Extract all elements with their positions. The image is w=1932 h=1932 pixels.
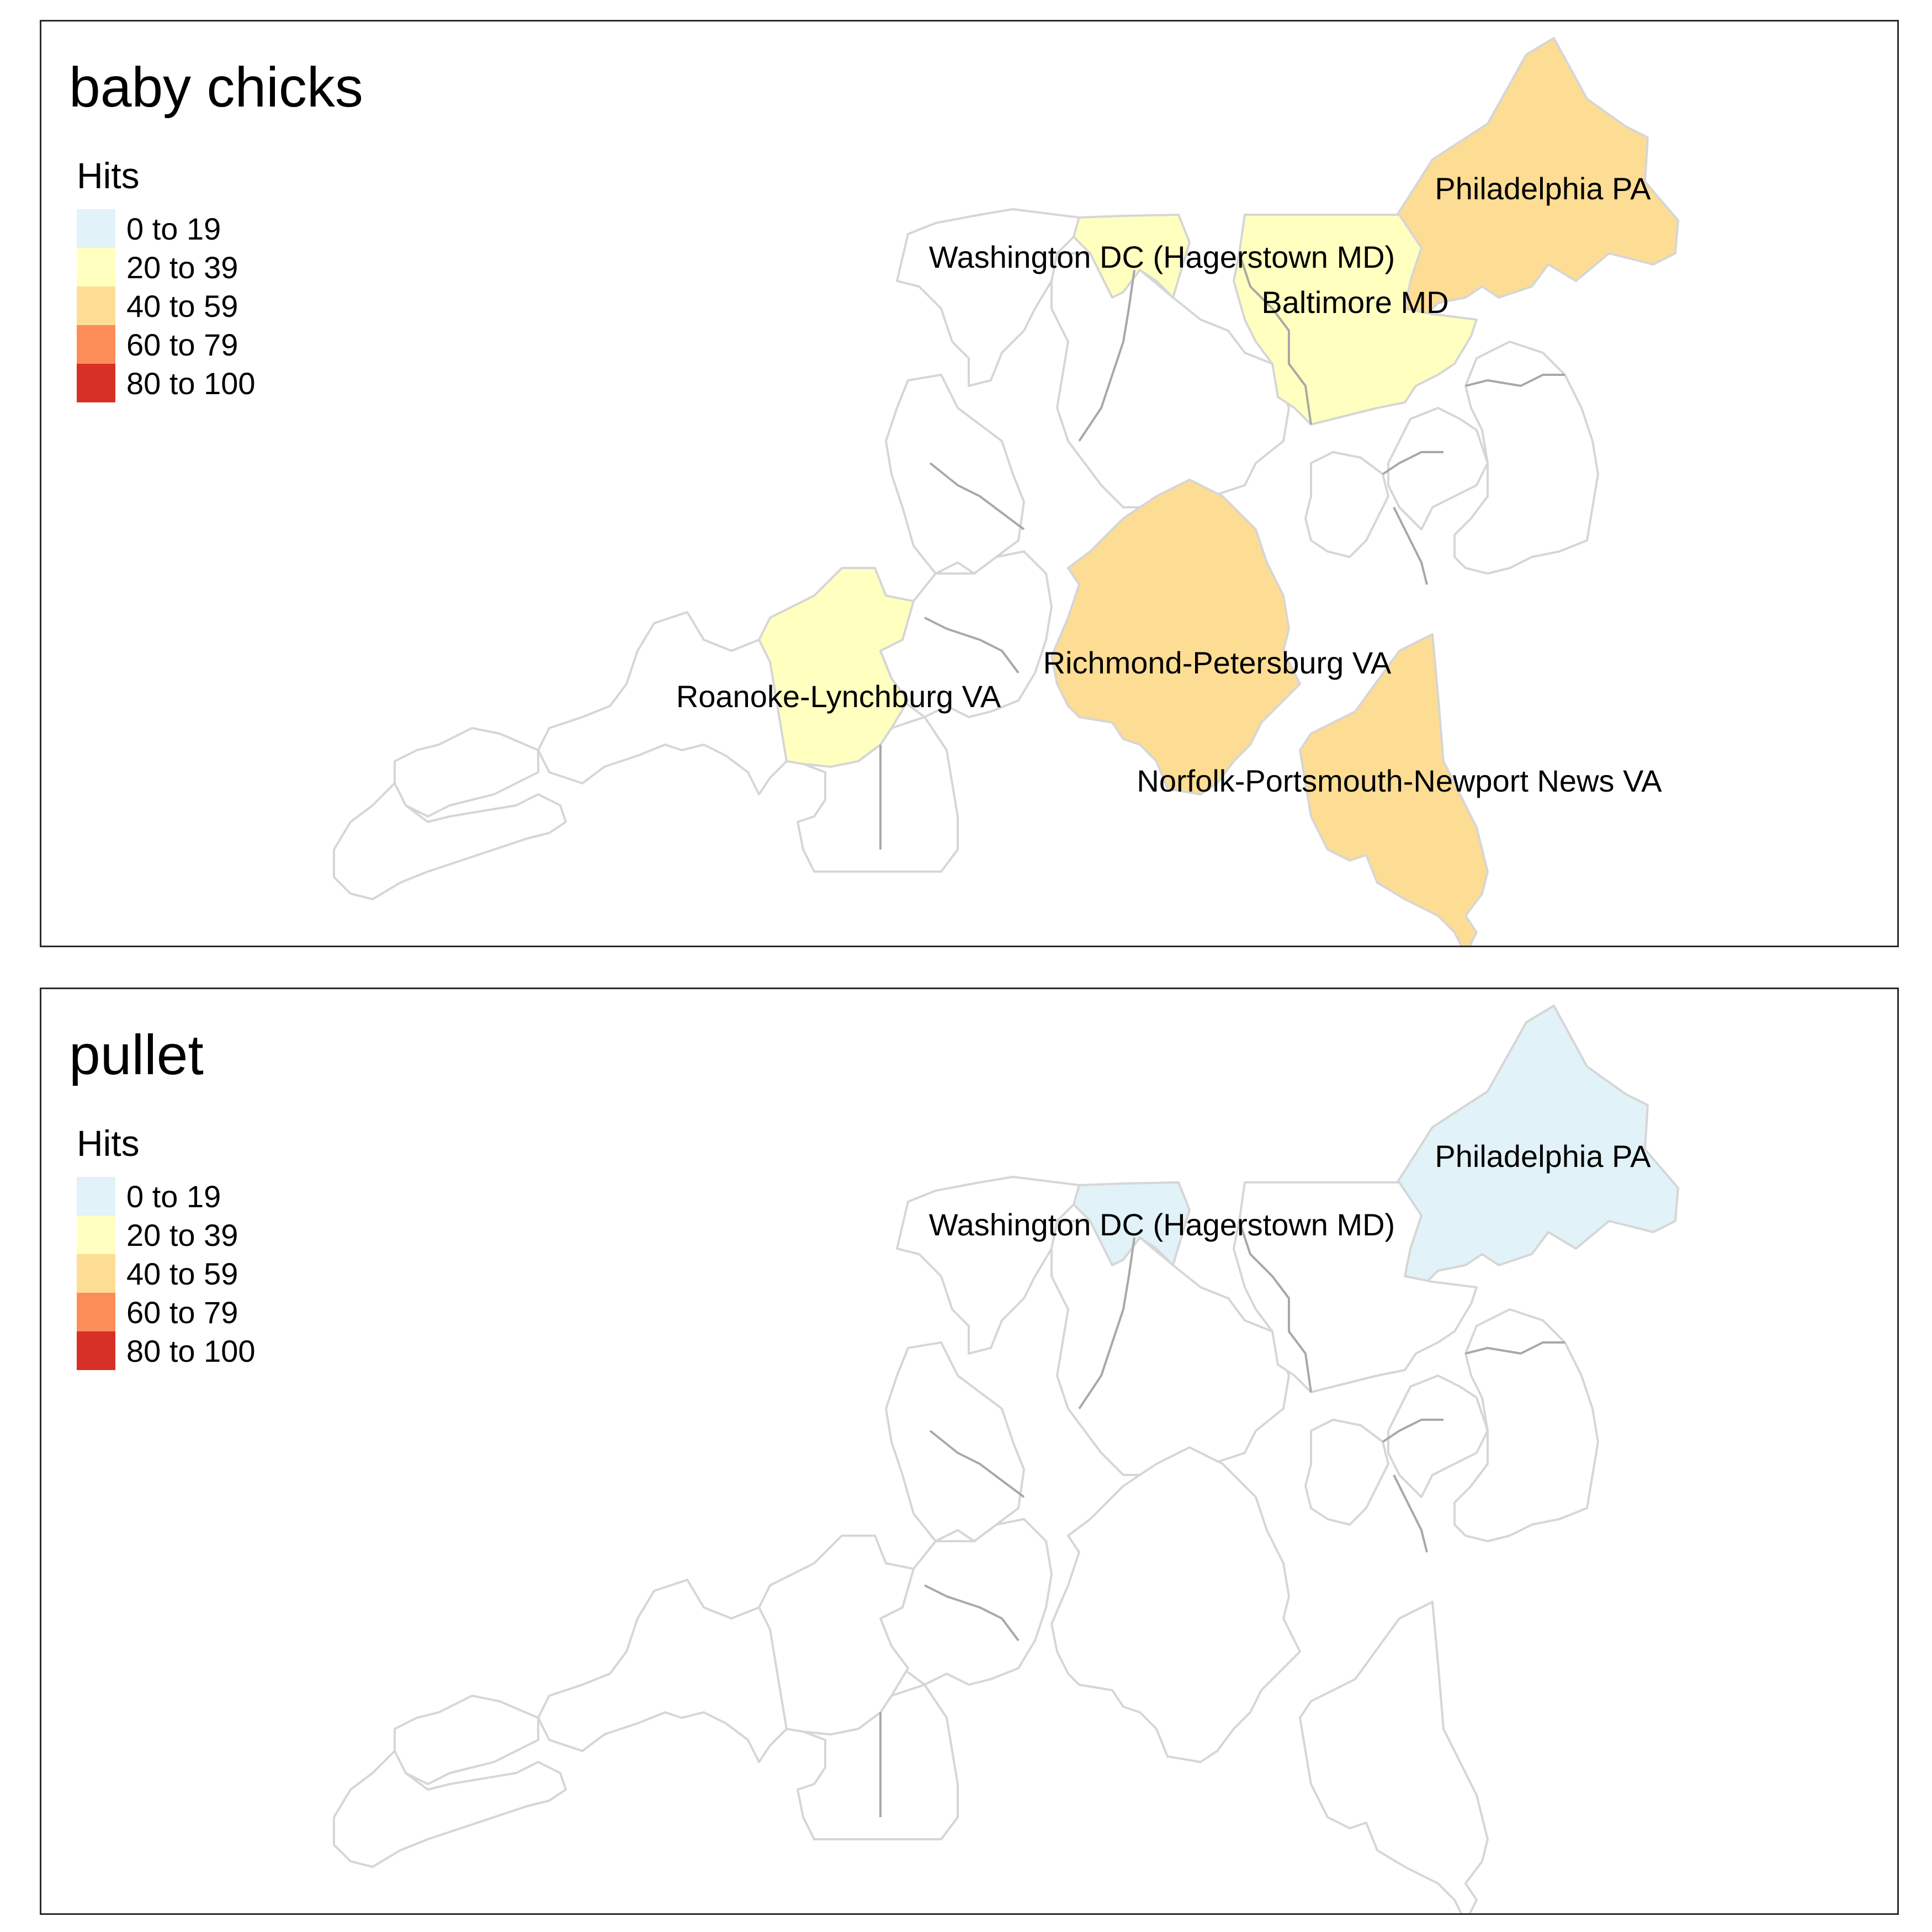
map-panel-baby-chicks: Philadelphia PA Washington DC (Hagerstown… [40, 20, 1899, 947]
legend-swatch [77, 364, 115, 402]
legend-swatch [77, 1177, 115, 1216]
map-region-washington-dc-hagerstown-md [1073, 214, 1191, 299]
map-region-richmond-petersburg-va [1050, 479, 1301, 795]
legend: Hits 0 to 19 20 to 39 40 to 59 60 to 79 … [76, 155, 256, 402]
map-region-norfolk-portsmouth-newport-news-va [1299, 1601, 1489, 1913]
map-region-roanoke-lynchburg-va [758, 567, 915, 768]
panel-title: pullet [69, 1023, 204, 1086]
state-boundary [1078, 1237, 1135, 1410]
legend-swatch [77, 1293, 115, 1331]
legend-label: 20 to 39 [126, 1218, 238, 1252]
state-boundary [1465, 1341, 1565, 1355]
legend-item: 40 to 59 [76, 1254, 238, 1293]
state-boundary [929, 462, 1025, 530]
state-boundary [1238, 1220, 1312, 1393]
map-region [896, 208, 1080, 387]
map-region [1453, 1308, 1599, 1542]
state-boundary [1078, 269, 1135, 442]
map-region [1304, 451, 1389, 558]
state-boundary [1382, 1419, 1443, 1443]
legend-swatch [77, 286, 115, 325]
legend-label: 0 to 19 [126, 1179, 221, 1214]
map-region [333, 1750, 567, 1868]
legend-swatch [77, 325, 115, 364]
legend-swatch [77, 1331, 115, 1370]
legend-title: Hits [77, 155, 140, 196]
state-boundary [1465, 374, 1565, 387]
map-region [537, 611, 810, 795]
region-label: Roanoke-Lynchburg VA [676, 679, 1001, 714]
map-region [1304, 1419, 1389, 1526]
legend-item: 80 to 100 [76, 1331, 256, 1370]
map-region [537, 1579, 810, 1763]
legend-swatch [77, 1216, 115, 1254]
legend-label: 40 to 59 [126, 289, 238, 323]
legend-item: 20 to 39 [76, 1216, 238, 1254]
region-label: Norfolk-Portsmouth-Newport News VA [1137, 763, 1662, 798]
state-boundary [1393, 507, 1428, 585]
region-label: Richmond-Petersburg VA [1043, 645, 1392, 680]
legend: Hits 0 to 19 20 to 39 40 to 59 60 to 79 … [76, 1123, 256, 1370]
map-region [885, 1341, 1025, 1542]
map-region-roanoke-lynchburg-va [758, 1535, 915, 1735]
map-region [394, 1695, 539, 1785]
legend-swatch [77, 1254, 115, 1293]
map-region [1050, 1220, 1290, 1476]
legend-item: 60 to 79 [76, 1293, 238, 1331]
map-region-richmond-petersburg-va [1050, 1446, 1301, 1763]
state-boundary [1238, 253, 1312, 425]
state-boundary [924, 617, 1020, 674]
legend-label: 40 to 59 [126, 1256, 238, 1291]
legend-label: 60 to 79 [126, 327, 238, 362]
region-label: Philadelphia PA [1435, 1139, 1651, 1174]
map-region [885, 374, 1025, 575]
map-region-washington-dc-hagerstown-md [1073, 1181, 1191, 1266]
legend-label: 0 to 19 [126, 211, 221, 246]
legend-label: 80 to 100 [126, 366, 256, 401]
map-region [333, 782, 567, 900]
legend-item: 80 to 100 [76, 364, 256, 402]
legend-swatch [77, 209, 115, 248]
region-label: Philadelphia PA [1435, 171, 1651, 206]
legend-swatch [77, 248, 115, 286]
choropleth-map: Philadelphia PA Washington DC (Hagerstown… [333, 37, 1679, 946]
legend-item: 0 to 19 [76, 1177, 221, 1216]
region-label: Washington DC (Hagerstown MD) [929, 1207, 1395, 1242]
state-boundary [1393, 1474, 1428, 1553]
map-region [1387, 407, 1489, 530]
map-region [394, 727, 539, 818]
map-region [1387, 1374, 1489, 1498]
map-region-norfolk-portsmouth-newport-news-va [1299, 633, 1489, 946]
legend-label: 20 to 39 [126, 250, 238, 285]
legend-item: 60 to 79 [76, 325, 238, 364]
state-boundary [929, 1430, 1025, 1498]
legend-item: 0 to 19 [76, 209, 221, 248]
map-panel-pullet: Philadelphia PA Washington DC (Hagerstown… [40, 988, 1899, 1915]
state-boundary [924, 1584, 1020, 1642]
legend-label: 60 to 79 [126, 1295, 238, 1330]
legend-label: 80 to 100 [126, 1334, 256, 1368]
legend-item: 20 to 39 [76, 248, 238, 286]
map-region [1050, 252, 1290, 508]
map-region [1453, 341, 1599, 575]
legend-title: Hits [77, 1123, 140, 1164]
state-boundary [1382, 451, 1443, 475]
map-region [896, 1176, 1080, 1355]
panel-title: baby chicks [69, 56, 363, 119]
legend-item: 40 to 59 [76, 286, 238, 325]
choropleth-map: Philadelphia PA Washington DC (Hagerstown… [333, 1005, 1679, 1913]
region-label: Baltimore MD [1261, 285, 1448, 320]
region-label: Washington DC (Hagerstown MD) [929, 240, 1395, 274]
